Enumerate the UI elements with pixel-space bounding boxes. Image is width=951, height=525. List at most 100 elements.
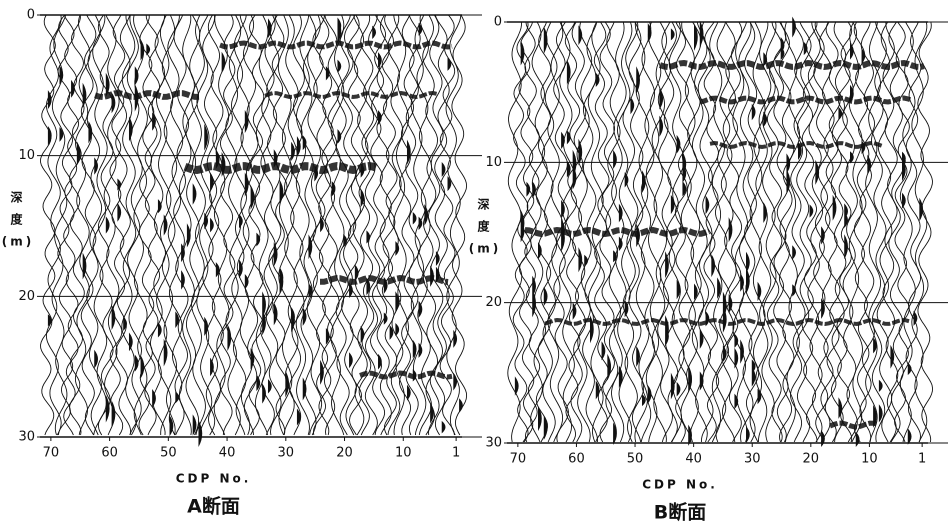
y-tick-label: 10 (18, 148, 35, 163)
trace-lobe (441, 161, 446, 434)
x-tick-label: 10 (861, 452, 878, 467)
trace-lobe (366, 230, 371, 296)
trace (370, 14, 386, 436)
x-tick-label: 1 (918, 452, 926, 467)
trace (318, 14, 334, 436)
trace-lobe (273, 149, 278, 326)
trace-lobe (566, 59, 571, 178)
trace-lobe (809, 204, 814, 218)
trace (115, 14, 132, 436)
trace (150, 14, 166, 436)
trace (427, 14, 444, 436)
trace-lobe (907, 362, 912, 445)
trace-lobe (395, 241, 400, 337)
x-tick-label: 70 (43, 446, 60, 461)
trace-lobe (717, 277, 721, 299)
trace (917, 21, 933, 443)
trace-lobe (821, 226, 825, 448)
y-tick-label: 20 (485, 295, 502, 310)
y-tick-label: 0 (27, 8, 35, 23)
trace (445, 14, 462, 436)
trace (749, 21, 766, 443)
trace-lobe (372, 25, 376, 39)
trace-lobe (412, 212, 417, 382)
y-axis-label: 深 (477, 197, 492, 212)
trace (121, 15, 137, 436)
x-tick-label: 60 (568, 452, 585, 467)
reflector-band (829, 420, 879, 430)
trace (876, 21, 893, 443)
trace (405, 14, 421, 436)
reflector-band (264, 90, 438, 100)
trace (178, 14, 195, 436)
trace (167, 14, 184, 436)
trace (138, 15, 155, 436)
trace (196, 14, 213, 436)
trace-lobe (722, 291, 727, 363)
wiggle-traces (40, 14, 468, 448)
trace (622, 21, 639, 443)
y-axis-label: (m) (2, 235, 34, 249)
reflector-band (359, 370, 453, 380)
trace (97, 14, 114, 436)
trace (399, 14, 415, 436)
trace (512, 21, 529, 443)
trace-lobe (175, 311, 180, 404)
trace (894, 21, 910, 443)
trace-lobe (734, 333, 739, 410)
trace (277, 14, 293, 436)
trace-lobe (873, 337, 877, 428)
trace-lobe (343, 234, 348, 248)
y-tick-label: 10 (485, 155, 502, 170)
x-axis-label: CDP No. (642, 478, 718, 492)
trace (191, 14, 206, 436)
reflector-band (219, 40, 453, 50)
trace (219, 14, 236, 436)
trace (341, 14, 357, 436)
x-tick-label: 30 (744, 452, 761, 467)
trace (109, 14, 126, 436)
trace (161, 14, 178, 436)
trace (312, 14, 329, 436)
trace (74, 14, 91, 436)
trace (364, 15, 381, 436)
trace (824, 21, 841, 443)
caption: B断面 (654, 501, 706, 524)
trace-lobe (902, 151, 906, 209)
trace-lobe (308, 234, 313, 298)
trace-lobe (618, 203, 623, 388)
trace-lobe (526, 181, 531, 197)
trace-lobe (659, 88, 664, 137)
trace-lobe (383, 276, 388, 325)
trace-lobe (88, 120, 93, 144)
trace (207, 14, 224, 436)
trace-lobe (325, 66, 330, 345)
trace (807, 21, 824, 443)
trace (888, 21, 904, 443)
x-axis-label: CDP No. (176, 472, 252, 486)
trace (703, 21, 720, 443)
trace-lobe (844, 203, 848, 260)
x-tick-label: 10 (395, 446, 412, 461)
y-tick-label: 30 (18, 430, 35, 445)
y-axis-label: (m) (469, 242, 501, 256)
trace-lobe (850, 42, 854, 164)
x-tick-label: 70 (510, 452, 527, 467)
trace-lobe (169, 415, 174, 437)
trace-lobe (514, 376, 519, 396)
trace-lobe (919, 197, 924, 222)
reflector-band (659, 59, 925, 71)
trace-lobe (239, 214, 243, 279)
x-tick-label: 20 (336, 446, 353, 461)
trace-lobe (890, 344, 895, 369)
trace (45, 14, 62, 436)
trace-lobe (601, 341, 606, 361)
x-tick-label: 60 (101, 446, 118, 461)
reflector-band (94, 90, 200, 101)
trace (830, 21, 847, 443)
trace-lobe (210, 172, 214, 377)
trace (755, 21, 772, 442)
trace-lobe (780, 37, 785, 60)
trace-lobe (572, 149, 577, 320)
